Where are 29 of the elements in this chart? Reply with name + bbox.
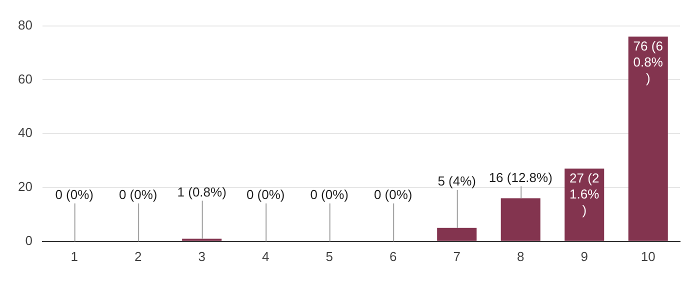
bar bbox=[564, 168, 604, 241]
x-tick-label: 7 bbox=[453, 248, 460, 264]
y-tick-label: 40 bbox=[18, 125, 32, 140]
data-label: 0 (0%) bbox=[55, 186, 94, 202]
x-tick-label: 3 bbox=[198, 248, 206, 264]
data-label: 1 (0.8%) bbox=[177, 184, 226, 200]
bar bbox=[500, 198, 540, 241]
x-tick-label: 10 bbox=[640, 248, 656, 264]
data-label: 76 (60.8%) bbox=[633, 38, 664, 86]
y-tick-label: 0 bbox=[25, 232, 32, 248]
bar bbox=[628, 36, 668, 241]
y-tick-label: 20 bbox=[18, 179, 32, 194]
y-tick-label: 60 bbox=[18, 71, 32, 86]
y-tick-label: 80 bbox=[18, 17, 32, 32]
x-tick-label: 5 bbox=[326, 248, 333, 264]
data-label: 0 (0%) bbox=[374, 186, 412, 202]
data-label: 5 (4%) bbox=[438, 174, 476, 189]
data-label: 0 (0%) bbox=[246, 186, 285, 202]
data-label: 27 (21.6%) bbox=[570, 170, 600, 218]
x-tick-label: 4 bbox=[262, 248, 270, 264]
data-label: 0 (0%) bbox=[310, 186, 348, 202]
x-tick-label: 8 bbox=[517, 248, 524, 264]
x-tick-label: 2 bbox=[134, 248, 142, 264]
x-tick-label: 1 bbox=[70, 248, 78, 264]
data-label: 16 (12.8%) bbox=[488, 170, 552, 185]
data-label: 0 (0%) bbox=[118, 186, 158, 202]
bar bbox=[437, 228, 477, 241]
x-tick-label: 9 bbox=[580, 248, 588, 264]
x-tick-label: 6 bbox=[389, 248, 397, 264]
